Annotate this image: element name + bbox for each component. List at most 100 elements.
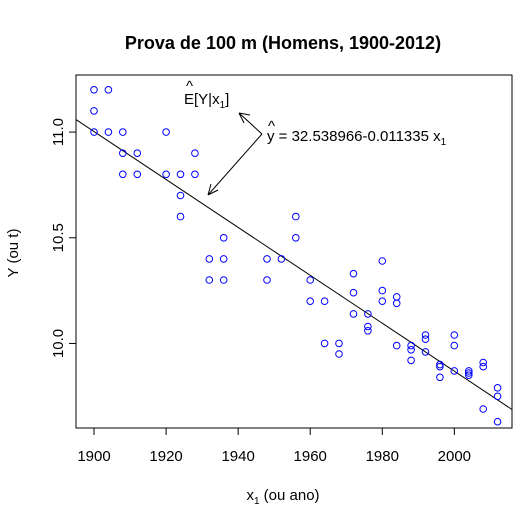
data-point-11 <box>162 170 170 179</box>
data-point-61 <box>479 362 488 371</box>
data-point-22 <box>263 255 271 263</box>
data-point-26 <box>292 234 300 242</box>
data-point-53 <box>436 373 444 382</box>
regression-line-group <box>75 119 513 410</box>
data-point-28 <box>306 297 315 306</box>
data-point-54 <box>450 331 459 339</box>
data-point-62 <box>479 405 488 413</box>
data-point-4 <box>104 128 113 136</box>
data-point-0 <box>90 86 98 94</box>
y-tick-label-2: 11.0 <box>50 118 67 146</box>
data-point-46 <box>407 346 415 354</box>
data-point-43 <box>392 299 401 308</box>
data-point-57 <box>465 367 473 375</box>
data-point-39 <box>378 257 387 265</box>
data-point-31 <box>335 339 343 348</box>
data-point-48 <box>421 331 430 339</box>
equation-subscript: 1 <box>441 137 447 148</box>
data-point-19 <box>219 234 228 242</box>
data-point-58 <box>465 369 473 377</box>
expectation-annotation: ^ E[Y|x1] <box>184 78 229 111</box>
y-axis: 10.0 10.5 11.0 <box>50 118 77 358</box>
data-point-56 <box>450 367 459 375</box>
data-point-20 <box>219 255 228 263</box>
x-tick-label-4: 1980 <box>366 448 399 465</box>
data-point-51 <box>436 362 444 371</box>
data-point-7 <box>119 170 127 179</box>
x-axis-title-subscript: 1 <box>254 496 260 507</box>
y-tick-label-1: 10.5 <box>50 223 67 252</box>
chart-title: Prova de 100 m (Homens, 1900-2012) <box>125 33 441 53</box>
data-point-5 <box>119 128 127 136</box>
annotation-arrows <box>207 112 263 196</box>
equation-lhs: y <box>267 128 275 145</box>
data-point-16 <box>191 170 199 179</box>
data-point-34 <box>349 288 358 297</box>
data-point-23 <box>263 276 271 284</box>
data-point-64 <box>493 392 502 401</box>
data-point-38 <box>364 327 372 335</box>
data-point-42 <box>392 293 401 301</box>
data-point-65 <box>493 417 502 426</box>
data-point-2 <box>90 128 98 136</box>
data-point-32 <box>335 350 343 358</box>
x-axis: 1900 1920 1940 1960 1980 2000 <box>77 427 471 465</box>
data-point-12 <box>176 170 185 179</box>
data-point-59 <box>465 371 473 380</box>
data-point-25 <box>292 212 300 221</box>
y-axis-title: Y (ou t) <box>5 229 22 278</box>
data-point-36 <box>364 310 372 318</box>
data-point-40 <box>378 286 387 295</box>
data-point-27 <box>306 276 315 284</box>
data-point-14 <box>176 212 185 221</box>
data-point-41 <box>378 297 387 306</box>
data-point-52 <box>436 360 444 369</box>
data-point-63 <box>493 384 502 392</box>
expectation-label-main: E[Y|x <box>184 91 220 108</box>
arrow-to-expectation <box>238 112 263 135</box>
data-point-50 <box>421 348 430 356</box>
data-point-9 <box>133 170 142 179</box>
data-point-8 <box>133 149 142 157</box>
x-axis-title-rest: (ou ano) <box>260 487 320 504</box>
expectation-label-close: ] <box>225 91 229 108</box>
data-point-24 <box>277 255 286 263</box>
data-point-29 <box>320 297 329 306</box>
x-axis-title: x1 (ou ano) <box>246 487 319 507</box>
data-point-37 <box>364 322 372 331</box>
equation-main: = 32.538966-0.011335 x <box>275 128 442 145</box>
x-tick-label-2: 1940 <box>221 448 254 465</box>
data-point-60 <box>479 358 488 367</box>
data-point-1 <box>90 107 98 115</box>
data-points <box>90 86 502 426</box>
data-point-13 <box>176 191 185 200</box>
arrow-to-regression-line <box>207 133 263 196</box>
x-tick-label-0: 1900 <box>77 448 110 465</box>
data-point-6 <box>119 149 127 157</box>
data-point-45 <box>407 341 415 350</box>
data-point-30 <box>320 339 329 348</box>
data-point-10 <box>162 128 170 136</box>
x-axis-title-main: x <box>246 487 254 504</box>
regression-line <box>75 119 513 410</box>
equation-label: y = 32.538966-0.011335 x1 <box>267 128 447 148</box>
data-point-47 <box>407 356 415 365</box>
data-point-49 <box>421 335 430 344</box>
data-point-44 <box>392 341 401 350</box>
y-tick-label-0: 10.0 <box>50 329 67 358</box>
expectation-label-subscript: 1 <box>220 100 226 111</box>
expectation-label: E[Y|x1] <box>184 91 229 111</box>
data-point-55 <box>450 341 459 350</box>
x-tick-label-5: 2000 <box>438 448 471 465</box>
x-tick-label-3: 1960 <box>294 448 327 465</box>
expectation-hat: ^ <box>186 78 193 95</box>
data-point-35 <box>349 310 358 318</box>
data-point-3 <box>104 86 113 94</box>
data-point-33 <box>349 269 358 278</box>
equation-hat: ^ <box>268 118 275 135</box>
data-point-15 <box>191 149 199 157</box>
data-point-18 <box>205 276 214 284</box>
data-point-17 <box>205 255 214 263</box>
equation-annotation: ^ y = 32.538966-0.011335 x1 <box>267 118 447 148</box>
